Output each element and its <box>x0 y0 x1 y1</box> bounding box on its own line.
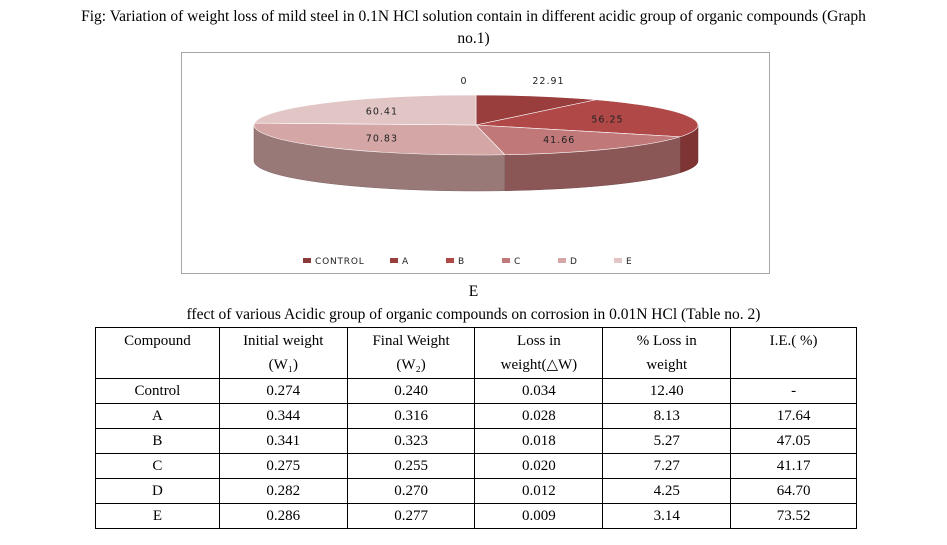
figure-caption: Fig: Variation of weight loss of mild st… <box>0 6 947 50</box>
data-label-e: 60.41 <box>366 106 398 117</box>
pie-slice-d <box>253 122 506 156</box>
legend-label-c: C <box>514 257 521 267</box>
cell-percent: 4.25 <box>602 478 732 504</box>
table-row: B 0.341 0.323 0.018 5.27 47.05 <box>95 428 857 454</box>
caption-line-2: no.1) <box>457 30 490 47</box>
legend-label-e: E <box>626 257 633 267</box>
cell-compound: Control <box>95 378 220 404</box>
below-chart-label: E <box>468 283 479 300</box>
pie-slice-a <box>475 94 597 126</box>
header-loss-in-weight: Loss in weight(△W) <box>474 327 604 379</box>
data-label-d: 70.83 <box>366 134 398 145</box>
cell-percent: 7.27 <box>602 453 732 479</box>
pie-slice-c <box>475 124 681 156</box>
cell-initial: 0.282 <box>218 478 348 504</box>
pie-slice-e <box>253 94 477 126</box>
cell-final: 0.323 <box>346 428 476 454</box>
cell-ie: 41.17 <box>730 453 857 479</box>
cell-initial: 0.344 <box>218 403 348 429</box>
cell-initial: 0.275 <box>218 453 348 479</box>
cell-ie: 47.05 <box>730 428 857 454</box>
table-row: Control 0.274 0.240 0.034 12.40 - <box>95 378 857 404</box>
cell-compound: D <box>95 478 220 504</box>
cell-compound: C <box>95 453 220 479</box>
header-final-weight: Final Weight (W₂) <box>346 327 476 379</box>
cell-ie: 73.52 <box>730 503 857 529</box>
legend-swatch-c <box>502 258 510 263</box>
data-table: Compound Initial weight (W₁) Final Weight… <box>95 327 857 529</box>
cell-loss: 0.028 <box>474 403 604 429</box>
header-ie: I.E.( %) <box>730 327 857 379</box>
legend-label-d: D <box>570 257 578 267</box>
cell-ie: 64.70 <box>730 478 857 504</box>
cell-compound: E <box>95 503 220 529</box>
cell-final: 0.255 <box>346 453 476 479</box>
legend-label-a: A <box>402 257 409 267</box>
legend-swatch-e <box>614 258 622 263</box>
cell-compound: B <box>95 428 220 454</box>
header-initial-weight: Initial weight (W₁) <box>218 327 348 379</box>
header-compound: Compound <box>95 327 220 379</box>
caption-line-1: Fig: Variation of weight loss of mild st… <box>81 8 866 25</box>
cell-final: 0.277 <box>346 503 476 529</box>
cell-percent: 12.40 <box>602 378 732 404</box>
table-row: E 0.286 0.277 0.009 3.14 73.52 <box>95 503 857 529</box>
table-header-row: Compound Initial weight (W₁) Final Weight… <box>95 327 857 379</box>
cell-ie: 17.64 <box>730 403 857 429</box>
cell-initial: 0.286 <box>218 503 348 529</box>
cell-loss: 0.018 <box>474 428 604 454</box>
cell-loss: 0.012 <box>474 478 604 504</box>
data-label-a: 22.91 <box>532 76 564 87</box>
legend-swatch-b <box>446 258 454 263</box>
cell-percent: 5.27 <box>602 428 732 454</box>
cell-initial: 0.341 <box>218 428 348 454</box>
cell-percent: 8.13 <box>602 403 732 429</box>
cell-loss: 0.020 <box>474 453 604 479</box>
table-row: A 0.344 0.316 0.028 8.13 17.64 <box>95 403 857 429</box>
data-label-c: 41.66 <box>543 135 575 146</box>
table-title: ffect of various Acidic group of organic… <box>186 306 761 323</box>
legend-item-control: CONTROL <box>303 257 365 267</box>
pie-chart-svg: 0 22.91 56.25 41.66 70.83 60.41 CONTROL A B C D E <box>253 76 699 267</box>
data-label-b: 56.25 <box>591 115 623 126</box>
cell-loss: 0.034 <box>474 378 604 404</box>
data-label-control: 0 <box>460 76 467 87</box>
cell-final: 0.240 <box>346 378 476 404</box>
legend-item-a: A <box>390 257 409 267</box>
legend-swatch-d <box>558 258 566 263</box>
table-row: D 0.282 0.270 0.012 4.25 64.70 <box>95 478 857 504</box>
table-row: C 0.275 0.255 0.020 7.27 41.17 <box>95 453 857 479</box>
legend-item-c: C <box>502 257 521 267</box>
header-percent-loss: % Loss in weight <box>602 327 732 379</box>
cell-percent: 3.14 <box>602 503 732 529</box>
legend-swatch-a <box>390 258 398 263</box>
cell-final: 0.270 <box>346 478 476 504</box>
cell-loss: 0.009 <box>474 503 604 529</box>
legend-item-d: D <box>558 257 578 267</box>
legend-label-b: B <box>458 257 465 267</box>
cell-initial: 0.274 <box>218 378 348 404</box>
legend-label-control: CONTROL <box>315 257 365 267</box>
cell-final: 0.316 <box>346 403 476 429</box>
cell-ie: - <box>730 378 857 404</box>
legend-item-b: B <box>446 257 465 267</box>
legend-item-e: E <box>614 257 633 267</box>
pie-slice-b <box>475 99 699 138</box>
legend-swatch-control <box>303 258 311 263</box>
cell-compound: A <box>95 403 220 429</box>
pie-chart: 0 22.91 56.25 41.66 70.83 60.41 CONTROL A B C D E <box>181 52 770 274</box>
